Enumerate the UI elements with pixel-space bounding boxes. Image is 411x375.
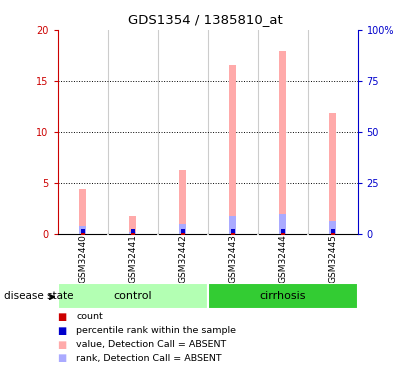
Bar <box>279 214 286 234</box>
Text: disease state: disease state <box>4 291 74 301</box>
Text: ■: ■ <box>58 326 67 336</box>
Bar <box>279 51 286 234</box>
Text: control: control <box>113 291 152 301</box>
Bar <box>208 283 358 309</box>
Point <box>129 228 136 234</box>
Bar <box>329 113 336 234</box>
Text: ■: ■ <box>58 340 67 350</box>
Text: GSM32445: GSM32445 <box>328 234 337 283</box>
Text: ■: ■ <box>58 312 67 322</box>
Text: GSM32443: GSM32443 <box>228 234 237 283</box>
Text: GSM32442: GSM32442 <box>178 234 187 283</box>
Bar <box>229 216 236 234</box>
Point <box>229 230 236 236</box>
Bar <box>79 226 86 234</box>
Point <box>229 228 236 234</box>
Text: percentile rank within the sample: percentile rank within the sample <box>76 326 236 335</box>
Point <box>329 230 336 236</box>
Point <box>279 228 286 234</box>
Text: count: count <box>76 312 103 321</box>
Text: GSM32444: GSM32444 <box>278 234 287 283</box>
Point <box>79 228 86 234</box>
Text: GDS1354 / 1385810_at: GDS1354 / 1385810_at <box>128 13 283 26</box>
Bar <box>58 283 208 309</box>
Text: rank, Detection Call = ABSENT: rank, Detection Call = ABSENT <box>76 354 222 363</box>
Point <box>129 230 136 236</box>
Text: ■: ■ <box>58 354 67 363</box>
Bar <box>329 221 336 234</box>
Point <box>279 230 286 236</box>
Bar <box>79 189 86 234</box>
Text: GSM32440: GSM32440 <box>78 234 87 283</box>
Point <box>329 228 336 234</box>
Point <box>179 230 186 236</box>
Point <box>179 228 186 234</box>
Bar <box>229 65 236 234</box>
Point <box>79 230 86 236</box>
Bar <box>129 232 136 234</box>
Text: GSM32441: GSM32441 <box>128 234 137 283</box>
Text: cirrhosis: cirrhosis <box>259 291 306 301</box>
Bar <box>179 224 186 234</box>
Text: value, Detection Call = ABSENT: value, Detection Call = ABSENT <box>76 340 226 349</box>
Bar <box>129 216 136 234</box>
Bar <box>179 170 186 234</box>
